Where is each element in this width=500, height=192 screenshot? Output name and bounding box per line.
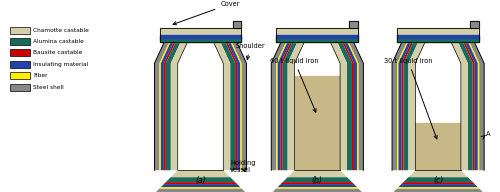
Polygon shape [220, 41, 235, 170]
Polygon shape [160, 41, 171, 170]
Polygon shape [342, 41, 354, 170]
Polygon shape [348, 41, 364, 170]
Polygon shape [464, 41, 477, 170]
Bar [10, 27, 30, 34]
Bar [10, 50, 30, 56]
Polygon shape [230, 41, 241, 170]
Text: Bauxite castable: Bauxite castable [33, 50, 82, 55]
Polygon shape [397, 187, 479, 189]
Polygon shape [470, 21, 479, 28]
Polygon shape [276, 28, 358, 41]
Polygon shape [272, 189, 364, 192]
Polygon shape [397, 41, 408, 170]
Polygon shape [171, 170, 230, 177]
Polygon shape [404, 41, 418, 170]
Polygon shape [227, 41, 240, 170]
Polygon shape [171, 41, 188, 170]
Polygon shape [160, 38, 242, 41]
Polygon shape [398, 41, 411, 170]
Polygon shape [232, 41, 246, 170]
Polygon shape [161, 41, 174, 170]
Polygon shape [160, 28, 242, 41]
Polygon shape [337, 41, 352, 170]
Text: (c): (c) [433, 176, 443, 185]
Polygon shape [282, 177, 352, 182]
Polygon shape [272, 41, 286, 170]
Text: A: A [481, 131, 490, 139]
Polygon shape [350, 21, 358, 28]
Polygon shape [469, 41, 484, 170]
Polygon shape [280, 41, 292, 170]
Polygon shape [282, 41, 298, 170]
Polygon shape [344, 41, 357, 170]
Polygon shape [232, 21, 241, 28]
Bar [10, 72, 30, 79]
Polygon shape [402, 182, 474, 184]
Polygon shape [214, 41, 230, 170]
Polygon shape [160, 187, 242, 189]
Polygon shape [166, 41, 181, 170]
Polygon shape [166, 177, 235, 182]
Text: 30 t liquid iron: 30 t liquid iron [384, 58, 437, 139]
Text: Steel shell: Steel shell [33, 84, 64, 89]
Polygon shape [288, 41, 304, 170]
Polygon shape [408, 41, 426, 170]
Polygon shape [392, 189, 484, 192]
Text: Fiber: Fiber [33, 73, 48, 78]
Text: Insulating material: Insulating material [33, 62, 88, 67]
Polygon shape [164, 182, 237, 184]
Polygon shape [392, 41, 407, 170]
Polygon shape [276, 38, 358, 41]
Polygon shape [458, 41, 473, 170]
Polygon shape [276, 35, 358, 38]
Polygon shape [402, 41, 413, 170]
Polygon shape [225, 41, 237, 170]
Polygon shape [397, 28, 479, 41]
Polygon shape [451, 41, 468, 170]
Text: Shoulder: Shoulder [235, 43, 265, 60]
Polygon shape [404, 177, 473, 182]
Polygon shape [276, 41, 287, 170]
Polygon shape [347, 41, 358, 170]
Text: Alumina castable: Alumina castable [33, 39, 84, 44]
Bar [10, 84, 30, 90]
Text: (b): (b) [312, 176, 323, 185]
Polygon shape [280, 182, 354, 184]
Polygon shape [278, 184, 357, 187]
Text: 60 t liquid iron: 60 t liquid iron [270, 58, 319, 112]
Polygon shape [408, 170, 468, 177]
Polygon shape [154, 41, 170, 170]
Polygon shape [161, 184, 240, 187]
Polygon shape [462, 41, 474, 170]
Polygon shape [416, 123, 461, 170]
Polygon shape [330, 41, 347, 170]
Text: Cover: Cover [173, 1, 240, 25]
Polygon shape [397, 35, 479, 38]
Polygon shape [276, 187, 358, 189]
Polygon shape [164, 41, 176, 170]
Bar [10, 61, 30, 68]
Bar [10, 38, 30, 45]
Polygon shape [288, 170, 347, 177]
Text: (a): (a) [195, 176, 206, 185]
Polygon shape [278, 41, 290, 170]
Polygon shape [468, 41, 479, 170]
Polygon shape [154, 189, 246, 192]
Polygon shape [294, 76, 340, 170]
Polygon shape [397, 38, 479, 41]
Polygon shape [160, 35, 242, 38]
Polygon shape [398, 184, 477, 187]
Text: Holding
vessel: Holding vessel [230, 160, 256, 173]
Text: Chamotte castable: Chamotte castable [33, 28, 89, 33]
